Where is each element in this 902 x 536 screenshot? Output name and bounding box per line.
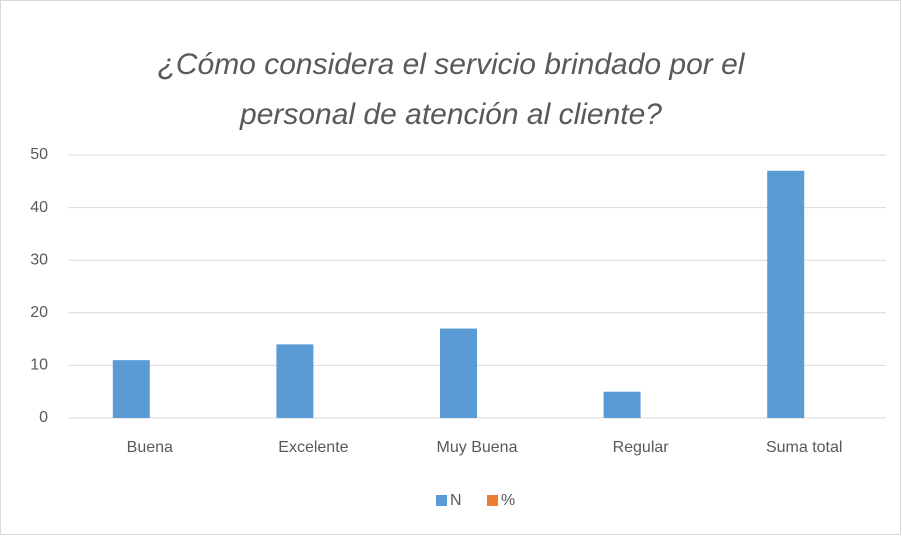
bar xyxy=(276,344,314,418)
x-tick-label: Excelente xyxy=(278,439,348,456)
bar xyxy=(767,170,805,418)
legend-swatch xyxy=(487,495,498,506)
bar xyxy=(112,360,150,418)
y-tick-label: 30 xyxy=(30,251,48,268)
y-tick-label: 50 xyxy=(30,146,48,163)
y-tick-label: 10 xyxy=(30,357,48,374)
x-tick-label: Muy Buena xyxy=(437,439,518,456)
bar xyxy=(603,391,641,418)
y-tick-label: 20 xyxy=(30,304,48,321)
x-tick-label: Suma total xyxy=(766,439,842,456)
legend-swatch xyxy=(436,495,447,506)
y-tick-label: 0 xyxy=(39,409,48,426)
bar xyxy=(440,328,477,418)
legend-label: N xyxy=(450,492,462,509)
legend-label: % xyxy=(501,492,515,509)
chart-title: ¿Cómo considera el servicio brindado por… xyxy=(157,48,745,131)
x-tick-label: Regular xyxy=(613,439,670,456)
x-tick-label: Buena xyxy=(127,439,173,456)
y-tick-label: 40 xyxy=(30,199,48,216)
